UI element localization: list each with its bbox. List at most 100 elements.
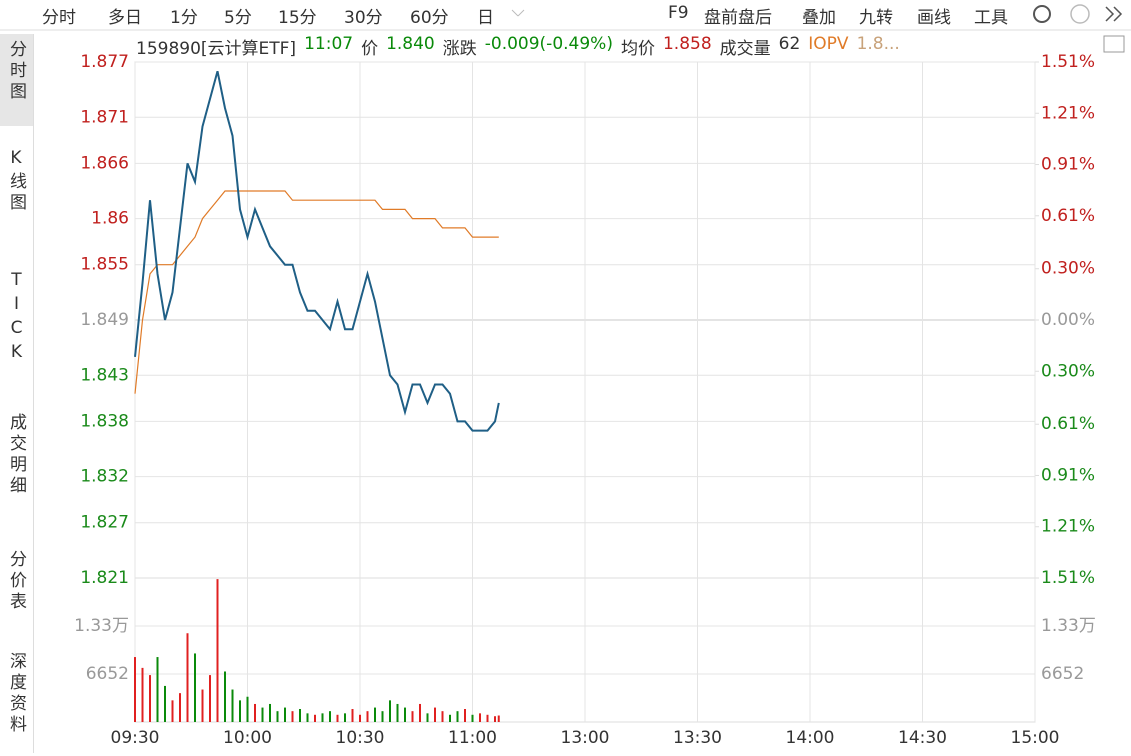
price-line [134, 190, 499, 394]
toolbar: 分时 多日 1分 5分 15分 30分 60分 日 F9 盘前盘后 叠加 九转 画线 工具 [0, 0, 1131, 30]
label: IOPV [808, 34, 849, 54]
volume-bar [329, 711, 331, 722]
volume-bar [404, 707, 406, 722]
volume-bar [246, 696, 249, 722]
sidebar-tab[interactable]: 分价表 [6, 550, 26, 613]
y-tick-label: 1.843 [80, 365, 129, 385]
y2-tick-label: 0.00% [1041, 310, 1095, 330]
dropdown-icon [511, 9, 519, 17]
volume-bar [449, 714, 451, 722]
y2-tick-label: 1.51% [1041, 568, 1095, 588]
y2-tick-label: 0.30% [1041, 259, 1095, 279]
sidebar-tab[interactable]: 深度资料 [6, 652, 26, 736]
toolbar-tab[interactable]: 5分 [224, 8, 252, 28]
volume-bar [134, 657, 136, 722]
volume-bar [321, 713, 324, 722]
volume-bar [171, 700, 174, 722]
y2-tick-label: 0.61% [1041, 206, 1095, 226]
volume-bar [299, 709, 301, 722]
volume-bar [284, 707, 286, 722]
toolbar-button[interactable]: 叠加 [802, 8, 836, 28]
y-tick-label: 1.871 [80, 107, 129, 127]
time: 11:07 [304, 34, 354, 54]
x-tick-label: 09:30 [111, 728, 160, 748]
toolbar-button[interactable]: 画线 [917, 8, 951, 28]
y-tick-label: 1.827 [80, 513, 129, 533]
volume-bar [374, 707, 376, 722]
price: 1.840 [386, 34, 435, 54]
volume-bar [389, 700, 391, 722]
y-tick-label: 1.855 [80, 255, 129, 275]
volume-bar [201, 689, 204, 722]
sidebar-tab[interactable]: K线图 [6, 148, 26, 214]
volume-bar [261, 707, 264, 722]
x-tick-label: 10:30 [336, 728, 385, 748]
label: 成交量 [719, 39, 771, 59]
volume-bar [141, 667, 144, 722]
volume-bar [426, 713, 429, 722]
toolbar-tab[interactable]: 分时 [42, 8, 76, 28]
x-tick-label: 15:00 [1011, 728, 1060, 748]
label: 价 [361, 39, 379, 59]
toolbar-button[interactable]: 盘前盘后 [704, 8, 772, 28]
volume-tick-label: 6652 [1041, 664, 1084, 684]
volume-bar [441, 711, 444, 722]
volume-bar [306, 713, 309, 722]
y-tick-label: 1.849 [80, 310, 129, 330]
sidebar-tab[interactable]: TICK [6, 270, 27, 366]
change: -0.009(-0.49%) [484, 34, 613, 54]
price-line [134, 70, 500, 432]
sidebar: 分时图 K线图 TICK 成交明细分价表深度资料 [0, 34, 34, 753]
volume-bar [359, 714, 361, 722]
volume-bar [471, 714, 474, 722]
y2-tick-label: 0.61% [1041, 414, 1095, 434]
toolbar-button[interactable]: 工具 [974, 8, 1008, 28]
toolbar-button[interactable]: 九转 [859, 8, 893, 28]
toolbar-tab[interactable]: 1分 [170, 8, 198, 28]
toolbar-tab[interactable]: 30分 [344, 8, 383, 28]
y2-tick-label: 0.91% [1041, 465, 1095, 485]
volume-tick-label: 1.33万 [74, 616, 129, 636]
x-tick-label: 14:30 [898, 728, 947, 748]
volume-bar [216, 579, 219, 722]
volume-bar [209, 675, 211, 722]
y-tick-label: 1.821 [80, 568, 129, 588]
volume-bar [344, 713, 346, 722]
label: 涨跌 [442, 39, 477, 59]
volume-bar [224, 671, 226, 722]
x-tick-label: 13:00 [561, 728, 610, 748]
volume-bar [231, 689, 234, 722]
volume-bar [314, 714, 316, 722]
volume-bar [179, 693, 181, 722]
sidebar-tab[interactable]: 分时图 [0, 34, 33, 126]
y-tick-label: 1.838 [80, 411, 129, 431]
toolbar-button[interactable]: F9 [668, 3, 689, 23]
y-tick-label: 1.877 [80, 52, 129, 72]
volume-bar [186, 633, 189, 722]
toolbar-tab[interactable]: 60分 [410, 8, 449, 28]
x-tick-label: 11:00 [448, 728, 497, 748]
code: 159890[云计算ETF] [136, 39, 297, 59]
volume-bar [396, 703, 399, 722]
toolbar-tab[interactable]: 日 [477, 8, 494, 28]
x-tick-label: 14:00 [786, 728, 835, 748]
settings-icon [1033, 5, 1051, 23]
volume-bar [456, 711, 459, 722]
toolbar-tab[interactable]: 15分 [278, 8, 317, 28]
label: 均价 [620, 39, 655, 59]
volume: 62 [778, 34, 801, 54]
x-tick-label: 10:00 [223, 728, 272, 748]
volume-bar [276, 711, 279, 722]
volume-bar [269, 703, 271, 722]
volume-bar [486, 714, 489, 722]
sidebar-tab[interactable]: 成交明细 [6, 413, 26, 497]
volume-bar [239, 700, 241, 722]
volume-bar [479, 713, 481, 722]
volume-bar [164, 685, 166, 722]
volume-bar [291, 711, 294, 722]
volume-bar [336, 714, 339, 722]
dropdown-icon [517, 9, 525, 17]
toolbar-tab[interactable]: 多日 [108, 8, 142, 28]
volume-bar [381, 711, 384, 722]
volume-bar [254, 703, 256, 722]
